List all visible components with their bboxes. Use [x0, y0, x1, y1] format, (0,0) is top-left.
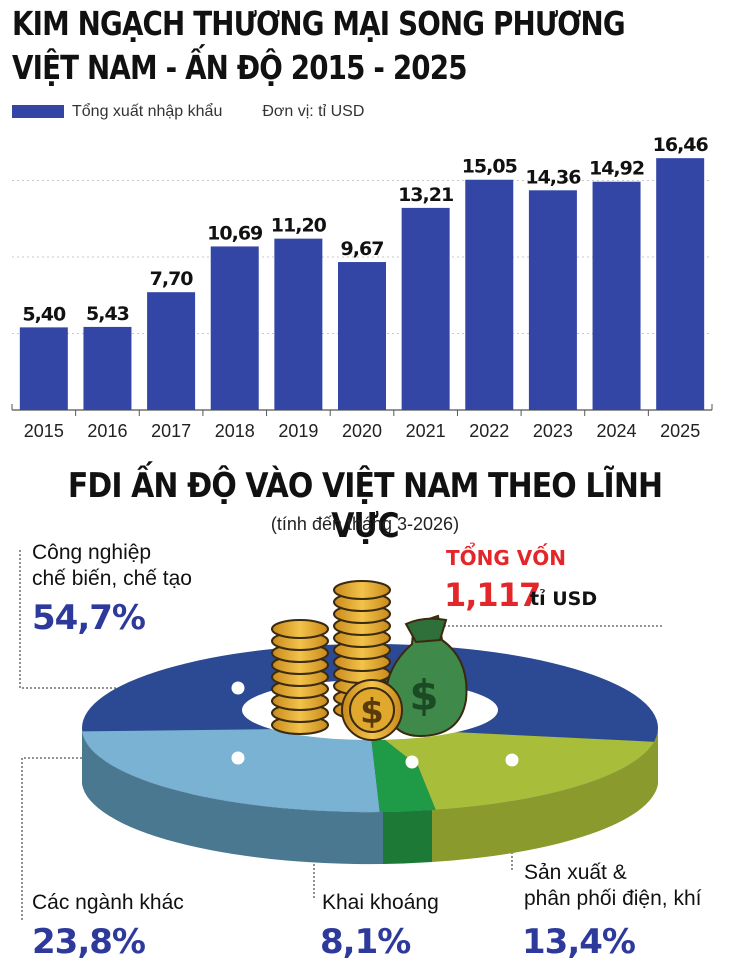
bar-value-label: 5,40 — [22, 303, 66, 325]
chart-title-line2: VIỆT NAM - ẤN ĐỘ 2015 - 2025 — [12, 48, 467, 87]
bar-2025 — [656, 158, 705, 410]
legend-label: Tổng xuất nhập khẩu — [72, 103, 223, 120]
bar-value-label: 15,05 — [462, 156, 517, 178]
bar-2015 — [19, 327, 68, 410]
coins-money-bag-icon: $ $ — [271, 580, 468, 741]
bar-value-label: 9,67 — [341, 238, 384, 260]
bar-chart: 5,40 2015 5,43 2016 7,70 2017 10,69 2018 11,20 20… — [11, 134, 713, 441]
bar-value-label: 7,70 — [150, 268, 194, 290]
bar-value-label: 10,69 — [207, 222, 262, 244]
total-capital-label: TỔNG VỐN — [446, 546, 566, 570]
bar-2020 — [338, 262, 386, 410]
total-capital-unit: tỉ USD — [530, 588, 598, 610]
svg-text:$: $ — [360, 692, 384, 732]
bar-2017 — [147, 292, 196, 410]
segment-pct-energy: 13,4% — [522, 922, 636, 962]
bar-value-label: 13,21 — [398, 184, 453, 206]
x-tick-label: 2024 — [597, 421, 637, 441]
segment-pct-other: 23,8% — [32, 922, 146, 962]
bar-2024 — [592, 181, 641, 410]
x-tick-label: 2022 — [469, 421, 509, 441]
pie-slice-mining — [370, 728, 448, 812]
bar-2018 — [210, 246, 259, 410]
bar-value-label: 5,43 — [86, 303, 129, 325]
x-tick-label: 2017 — [151, 421, 191, 441]
fdi-subtitle: (tính đến tháng 3-2026) — [270, 514, 460, 534]
x-tick-label: 2019 — [278, 421, 318, 441]
x-tick-label: 2018 — [215, 421, 255, 441]
pie-chart: $ $ — [19, 550, 662, 920]
bar-2021 — [401, 207, 450, 410]
segment-pct-mining: 8,1% — [320, 922, 411, 962]
pie-side-wall — [81, 728, 658, 865]
x-tick-label: 2015 — [24, 421, 64, 441]
segment-label-manufacturing: Công nghiệp chế biến, chế tạo — [32, 541, 192, 590]
segment-label-energy: Sản xuất & phân phối điện, khí — [524, 861, 702, 910]
segment-label-other: Các ngành khác — [32, 891, 184, 914]
bar-value-label: 11,20 — [271, 215, 327, 237]
bar-value-label: 16,46 — [653, 134, 709, 156]
pie-slice-other — [82, 728, 383, 812]
x-tick-label: 2021 — [406, 421, 446, 441]
chart-title-line1: KIM NGẠCH THƯƠNG MẠI SONG PHƯƠNG — [12, 4, 626, 43]
bar-2023 — [528, 190, 577, 410]
total-capital-value: 1,117 — [444, 576, 541, 614]
marker-dots — [231, 681, 519, 769]
svg-text:$: $ — [409, 671, 438, 720]
bar-2019 — [274, 238, 323, 410]
x-tick-label: 2023 — [533, 421, 573, 441]
x-tick-label: 2025 — [660, 421, 700, 441]
segment-label-mining: Khai khoáng — [322, 891, 439, 914]
bar-value-label: 14,92 — [589, 158, 644, 180]
bar-2022 — [465, 179, 514, 410]
segment-pct-manufacturing: 54,7% — [32, 598, 146, 638]
pie-slice-energy — [370, 728, 658, 812]
bar-value-label: 14,36 — [525, 166, 581, 188]
bar-2016 — [83, 326, 132, 410]
x-tick-label: 2016 — [87, 421, 127, 441]
unit-label: Đơn vị: tỉ USD — [262, 103, 365, 120]
legend: Tổng xuất nhập khẩu Đơn vị: tỉ USD — [12, 103, 364, 121]
x-tick-label: 2020 — [342, 421, 382, 441]
legend-swatch — [12, 105, 64, 119]
fdi-title: FDI ẤN ĐỘ VÀO VIỆT NAM THEO LĨNH VỰC — [67, 466, 663, 546]
